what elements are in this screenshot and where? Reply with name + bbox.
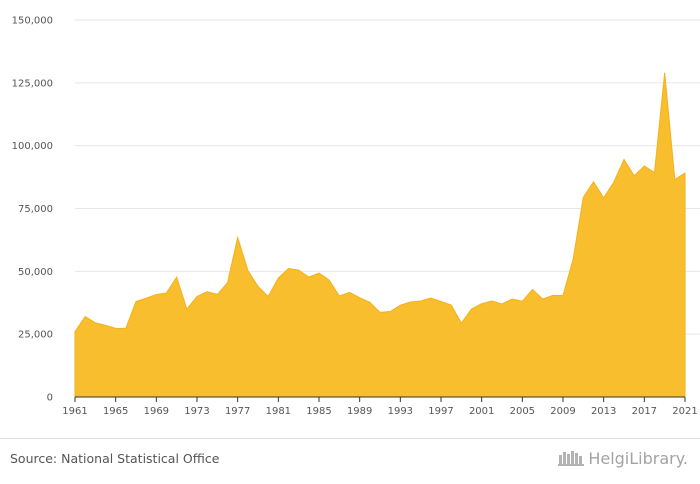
- y-tick-label: 50,000: [18, 267, 53, 278]
- series-area: [74, 72, 686, 398]
- x-tick-label: 1973: [184, 406, 209, 417]
- y-tick-label: 75,000: [18, 204, 53, 215]
- y-tick-label: 125,000: [12, 78, 53, 89]
- library-logo-icon: [558, 451, 585, 466]
- brand-link[interactable]: HelgiLibrary.: [558, 448, 688, 468]
- area-chart: 0 25,000 50,000 75,000 100,000 125,000 150,000…: [12, 16, 700, 418]
- x-tick-label: 1981: [266, 406, 291, 417]
- x-tick-label: 2001: [469, 406, 494, 417]
- source-text: Source: National Statistical Office: [10, 451, 220, 466]
- x-tick-label: 1977: [225, 406, 250, 417]
- y-tick-label: 150,000: [12, 16, 53, 27]
- x-tick-label: 1989: [347, 406, 372, 417]
- x-tick-label: 1985: [306, 406, 331, 417]
- y-tick-label: 100,000: [12, 141, 53, 152]
- brand-name: HelgiLibrary.: [588, 448, 688, 468]
- series-layer: [74, 72, 686, 398]
- x-tick-label: 1969: [144, 406, 169, 417]
- y-tick-label: 25,000: [18, 330, 53, 341]
- x-tick-label: 2013: [591, 406, 616, 417]
- axes: 0 25,000 50,000 75,000 100,000 125,000 150,000…: [12, 16, 698, 418]
- x-tick-label: 1965: [103, 406, 128, 417]
- x-tick-label: 1997: [428, 406, 453, 417]
- x-tick-label: 1993: [388, 406, 413, 417]
- x-tick-label: 1961: [62, 406, 87, 417]
- x-tick-label: 2005: [510, 406, 535, 417]
- y-tick-label: 0: [47, 393, 53, 404]
- chart-footer: Source: National Statistical Office Helg…: [0, 438, 700, 484]
- x-tick-label: 2021: [672, 406, 697, 417]
- x-tick-label: 2009: [550, 406, 575, 417]
- x-tick-label: 2017: [632, 406, 657, 417]
